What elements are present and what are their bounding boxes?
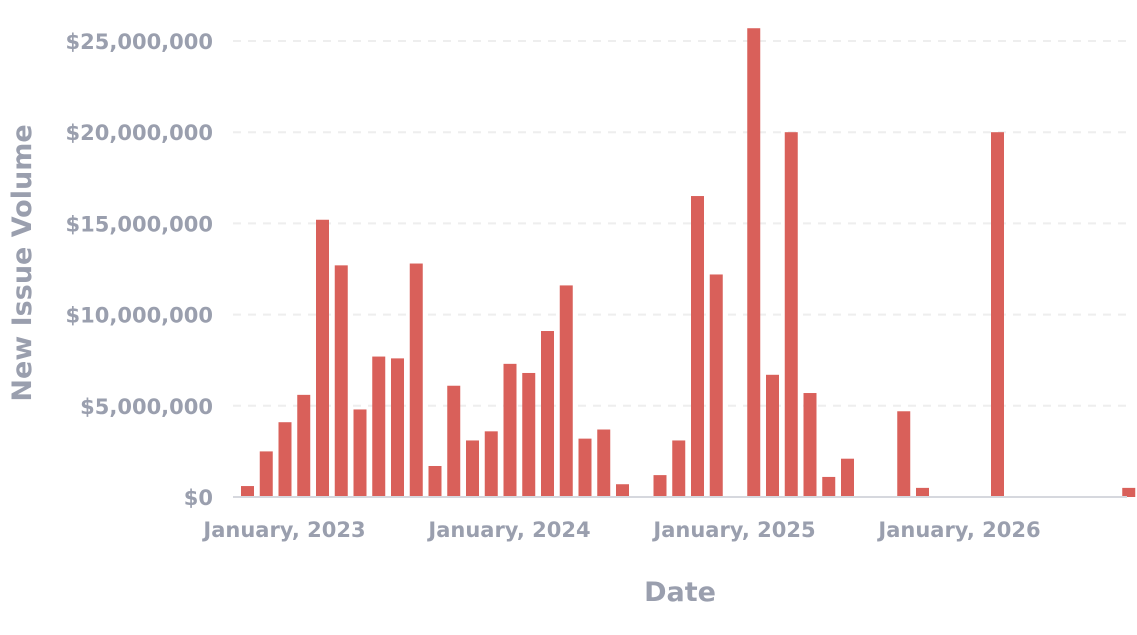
bar-2025-08: [822, 476, 836, 497]
bar-2023-01: [241, 486, 254, 497]
bar-2024-09: [616, 484, 629, 497]
bar-2024-12: [672, 440, 686, 497]
y-tick-label: $15,000,000: [66, 212, 213, 236]
bar-2024-04: [522, 372, 536, 497]
y-axis-ticks: $0 $5,000,000 $10,000,000 $15,000,000 $20,00…: [66, 30, 213, 510]
bar-2026-05: [991, 132, 1004, 497]
bar-2024-08: [597, 429, 611, 497]
bar-2025-07: [803, 393, 817, 497]
bar-2023-03: [278, 422, 292, 497]
bar-2025-02: [709, 274, 723, 497]
bar-2023-10: [409, 263, 423, 497]
y-tick-label: $25,000,000: [66, 30, 213, 54]
y-tick-label: $5,000,000: [80, 395, 213, 419]
bar-2023-02: [259, 451, 273, 497]
bar-2026-12: [1122, 487, 1136, 497]
x-tick-label: January, 2026: [876, 518, 1040, 542]
bar-2026-01: [916, 487, 929, 497]
y-tick-label: $0: [184, 486, 213, 510]
bar-2025-01: [691, 196, 704, 498]
bar-2023-04: [297, 394, 311, 497]
bar-2024-01: [466, 440, 479, 497]
bar-2024-11: [653, 475, 667, 497]
bar-2025-05: [766, 374, 779, 497]
bar-2023-12: [447, 385, 461, 497]
bar-2023-07: [353, 409, 367, 497]
bar-2024-07: [578, 438, 592, 497]
bars: [241, 28, 1136, 498]
y-tick-label: $10,000,000: [66, 304, 213, 328]
bar-2025-09: [841, 458, 854, 497]
bar-2025-04: [747, 28, 761, 498]
bar-2024-02: [484, 431, 498, 497]
x-axis-ticks: January, 2023 January, 2024 January, 2025 J…: [201, 518, 1040, 542]
x-tick-label: January, 2025: [651, 518, 815, 542]
bar-2024-06: [559, 285, 573, 497]
bar-2023-08: [372, 356, 386, 497]
bar-2024-05: [541, 331, 554, 497]
y-axis-title: New Issue Volume: [7, 124, 38, 401]
bar-2025-06: [784, 132, 798, 497]
bar-2025-12: [897, 411, 911, 497]
x-tick-label: January, 2023: [201, 518, 365, 542]
bar-2023-11: [428, 465, 442, 497]
x-tick-label: January, 2024: [426, 518, 590, 542]
x-axis-title: Date: [644, 577, 716, 608]
bar-2023-05: [316, 219, 329, 497]
bar-2023-09: [391, 358, 404, 497]
bar-2023-06: [334, 265, 348, 497]
y-tick-label: $20,000,000: [66, 121, 213, 145]
bar-2024-03: [503, 363, 517, 497]
